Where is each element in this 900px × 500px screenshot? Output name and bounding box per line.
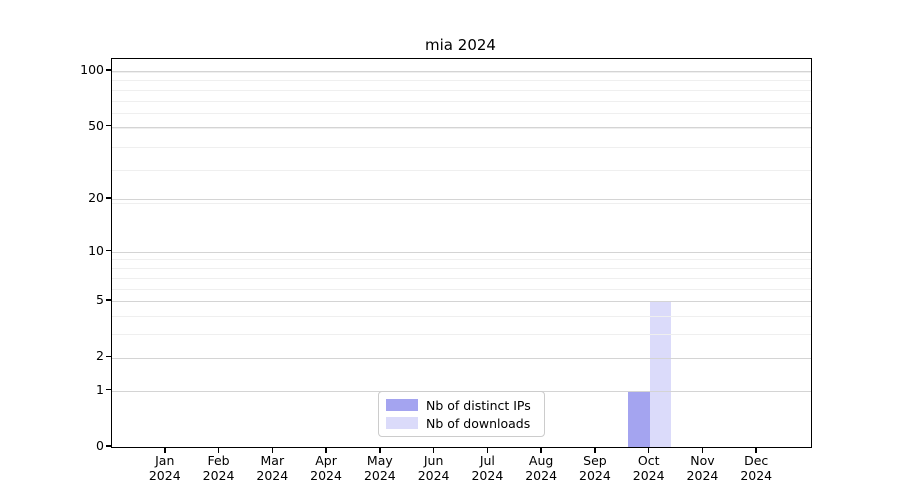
minor-gridline: [112, 71, 811, 73]
x-tick-mark-feb: [217, 447, 220, 453]
minor-gridline: [112, 169, 811, 171]
x-tick-label-jul: Jul 2024: [471, 453, 504, 483]
minor-gridline: [112, 100, 811, 102]
y-tick-label-10: 10: [88, 242, 104, 258]
y-tick-mark-1: [106, 388, 111, 391]
y-tick-label-1: 1: [96, 381, 104, 397]
x-tick-label-nov: Nov 2024: [686, 453, 719, 483]
minor-gridline: [112, 146, 811, 148]
x-tick-mark-dec: [755, 447, 757, 453]
x-tick-label-mar: Mar 2024: [256, 453, 289, 483]
x-tick-label-feb: Feb 2024: [202, 453, 235, 483]
x-tick-mark-nov: [701, 447, 704, 453]
legend-label-downloads: Nb of downloads: [426, 415, 531, 431]
y-tick-label-100: 100: [80, 61, 104, 77]
minor-gridline: [112, 113, 811, 115]
chart-title: mia 2024: [425, 36, 496, 54]
legend-row-distinct-ips: Nb of distinct IPs: [386, 397, 536, 413]
legend: Nb of distinct IPs Nb of downloads: [378, 391, 545, 437]
y-tick-label-2: 2: [96, 348, 104, 364]
minor-gridline: [112, 202, 811, 204]
major-gridline-20: [112, 199, 811, 200]
x-tick-mark-oct: [647, 447, 650, 453]
legend-row-downloads: Nb of downloads: [386, 415, 536, 431]
x-tick-mark-apr: [325, 447, 327, 453]
y-tick-mark-20: [106, 197, 111, 199]
minor-gridline: [112, 288, 811, 290]
legend-label-distinct-ips: Nb of distinct IPs: [426, 397, 531, 413]
plot-inner: [112, 59, 811, 447]
y-tick-mark-0: [106, 445, 111, 447]
major-gridline-100: [112, 71, 811, 72]
x-tick-label-aug: Aug 2024: [525, 453, 558, 483]
major-gridline-2: [112, 357, 811, 359]
minor-gridline: [112, 268, 811, 269]
x-tick-mark-may: [379, 447, 381, 453]
major-gridline-50: [112, 126, 811, 128]
y-tick-mark-100: [106, 69, 111, 71]
minor-gridline: [112, 90, 811, 91]
x-tick-mark-jun: [432, 447, 435, 453]
minor-gridline: [112, 80, 811, 82]
minor-gridline: [112, 128, 811, 130]
x-tick-label-oct: Oct 2024: [632, 453, 665, 483]
bar-distinct-ips-oct: [628, 390, 650, 447]
minor-gridline: [112, 334, 811, 336]
y-tick-mark-2: [106, 355, 111, 358]
x-tick-label-apr: Apr 2024: [310, 453, 342, 483]
y-tick-label-20: 20: [88, 189, 104, 205]
legend-swatch-distinct-ips-icon: [386, 399, 418, 411]
legend-swatch-downloads-icon: [386, 417, 418, 429]
y-tick-mark-50: [106, 124, 111, 127]
y-tick-label-0: 0: [96, 438, 104, 453]
major-gridline-5: [112, 301, 811, 302]
x-tick-mark-jul: [486, 447, 489, 453]
y-tick-label-5: 5: [96, 292, 104, 308]
x-tick-mark-mar: [271, 447, 274, 453]
x-tick-label-jun: Jun 2024: [417, 453, 450, 483]
bar-downloads-oct: [649, 301, 672, 447]
minor-gridline: [112, 277, 811, 279]
plot-area: [111, 58, 812, 448]
x-tick-label-jan: Jan 2024: [148, 453, 181, 483]
x-tick-label-sep: Sep 2024: [579, 453, 611, 483]
minor-gridline: [112, 315, 811, 317]
y-tick-label-50: 50: [88, 117, 104, 133]
major-gridline-10: [112, 251, 811, 253]
minor-gridline: [112, 259, 811, 261]
x-tick-label-may: May 2024: [363, 453, 396, 483]
x-tick-mark-aug: [540, 447, 542, 453]
y-tick-mark-10: [106, 249, 111, 252]
x-tick-mark-jan: [164, 447, 166, 453]
y-tick-mark-5: [106, 299, 111, 301]
x-tick-label-dec: Dec 2024: [740, 453, 773, 483]
x-tick-mark-sep: [594, 447, 596, 453]
